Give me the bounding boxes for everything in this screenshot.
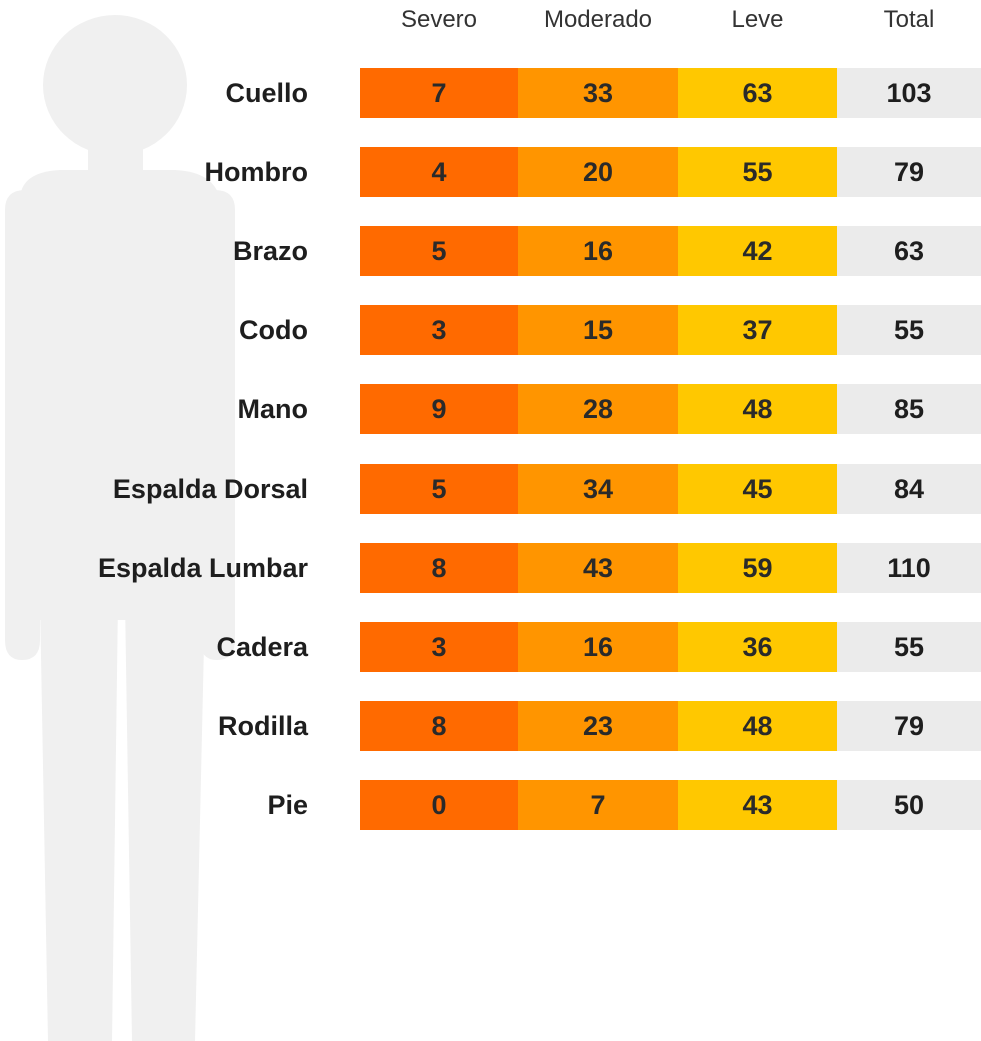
cell-moderado: 16 [518,622,678,672]
column-header-severo: Severo [400,6,478,33]
row-label: Mano [237,394,309,424]
row-label: Rodilla [217,711,308,741]
cell-severo: 9 [360,384,518,434]
cell-total: 50 [837,780,981,830]
cell-leve: 48 [678,701,837,751]
cell-leve: 43 [678,780,837,830]
row-label: Brazo [232,236,308,266]
cell-total: 85 [837,384,981,434]
cell-total: 55 [837,305,981,355]
cell-severo: 7 [360,68,518,118]
cell-moderado: 15 [518,305,678,355]
cell-total: 79 [837,701,981,751]
cell-moderado: 33 [518,68,678,118]
row-label: Cadera [216,632,308,662]
cell-moderado: 23 [518,701,678,751]
row-label: Espalda Lumbar [97,553,308,583]
cell-moderado: 43 [518,543,678,593]
row-label: Codo [239,315,308,345]
cell-total: 63 [837,226,981,276]
row-label: Pie [267,790,308,820]
cell-moderado: 16 [518,226,678,276]
cell-total: 110 [837,543,981,593]
row-label: Espalda Dorsal [112,474,308,504]
cell-moderado: 28 [518,384,678,434]
cell-leve: 36 [678,622,837,672]
column-header-total: Total [883,6,935,33]
cell-leve: 59 [678,543,837,593]
cell-leve: 55 [678,147,837,197]
cell-moderado: 7 [518,780,678,830]
cell-leve: 48 [678,384,837,434]
cell-severo: 0 [360,780,518,830]
cell-leve: 37 [678,305,837,355]
row-label: Hombro [204,157,309,187]
cell-severo: 5 [360,464,518,514]
cell-leve: 45 [678,464,837,514]
cell-total: 103 [837,68,981,118]
column-header-leve: Leve [731,6,784,33]
cell-leve: 63 [678,68,837,118]
cell-severo: 8 [360,543,518,593]
row-label: Cuello [225,78,308,108]
column-header-moderado: Moderado [543,6,653,33]
cell-severo: 3 [360,305,518,355]
cell-moderado: 20 [518,147,678,197]
cell-leve: 42 [678,226,837,276]
cell-total: 55 [837,622,981,672]
cell-severo: 5 [360,226,518,276]
cell-total: 79 [837,147,981,197]
cell-severo: 3 [360,622,518,672]
cell-total: 84 [837,464,981,514]
cell-severo: 4 [360,147,518,197]
cell-moderado: 34 [518,464,678,514]
cell-severo: 8 [360,701,518,751]
